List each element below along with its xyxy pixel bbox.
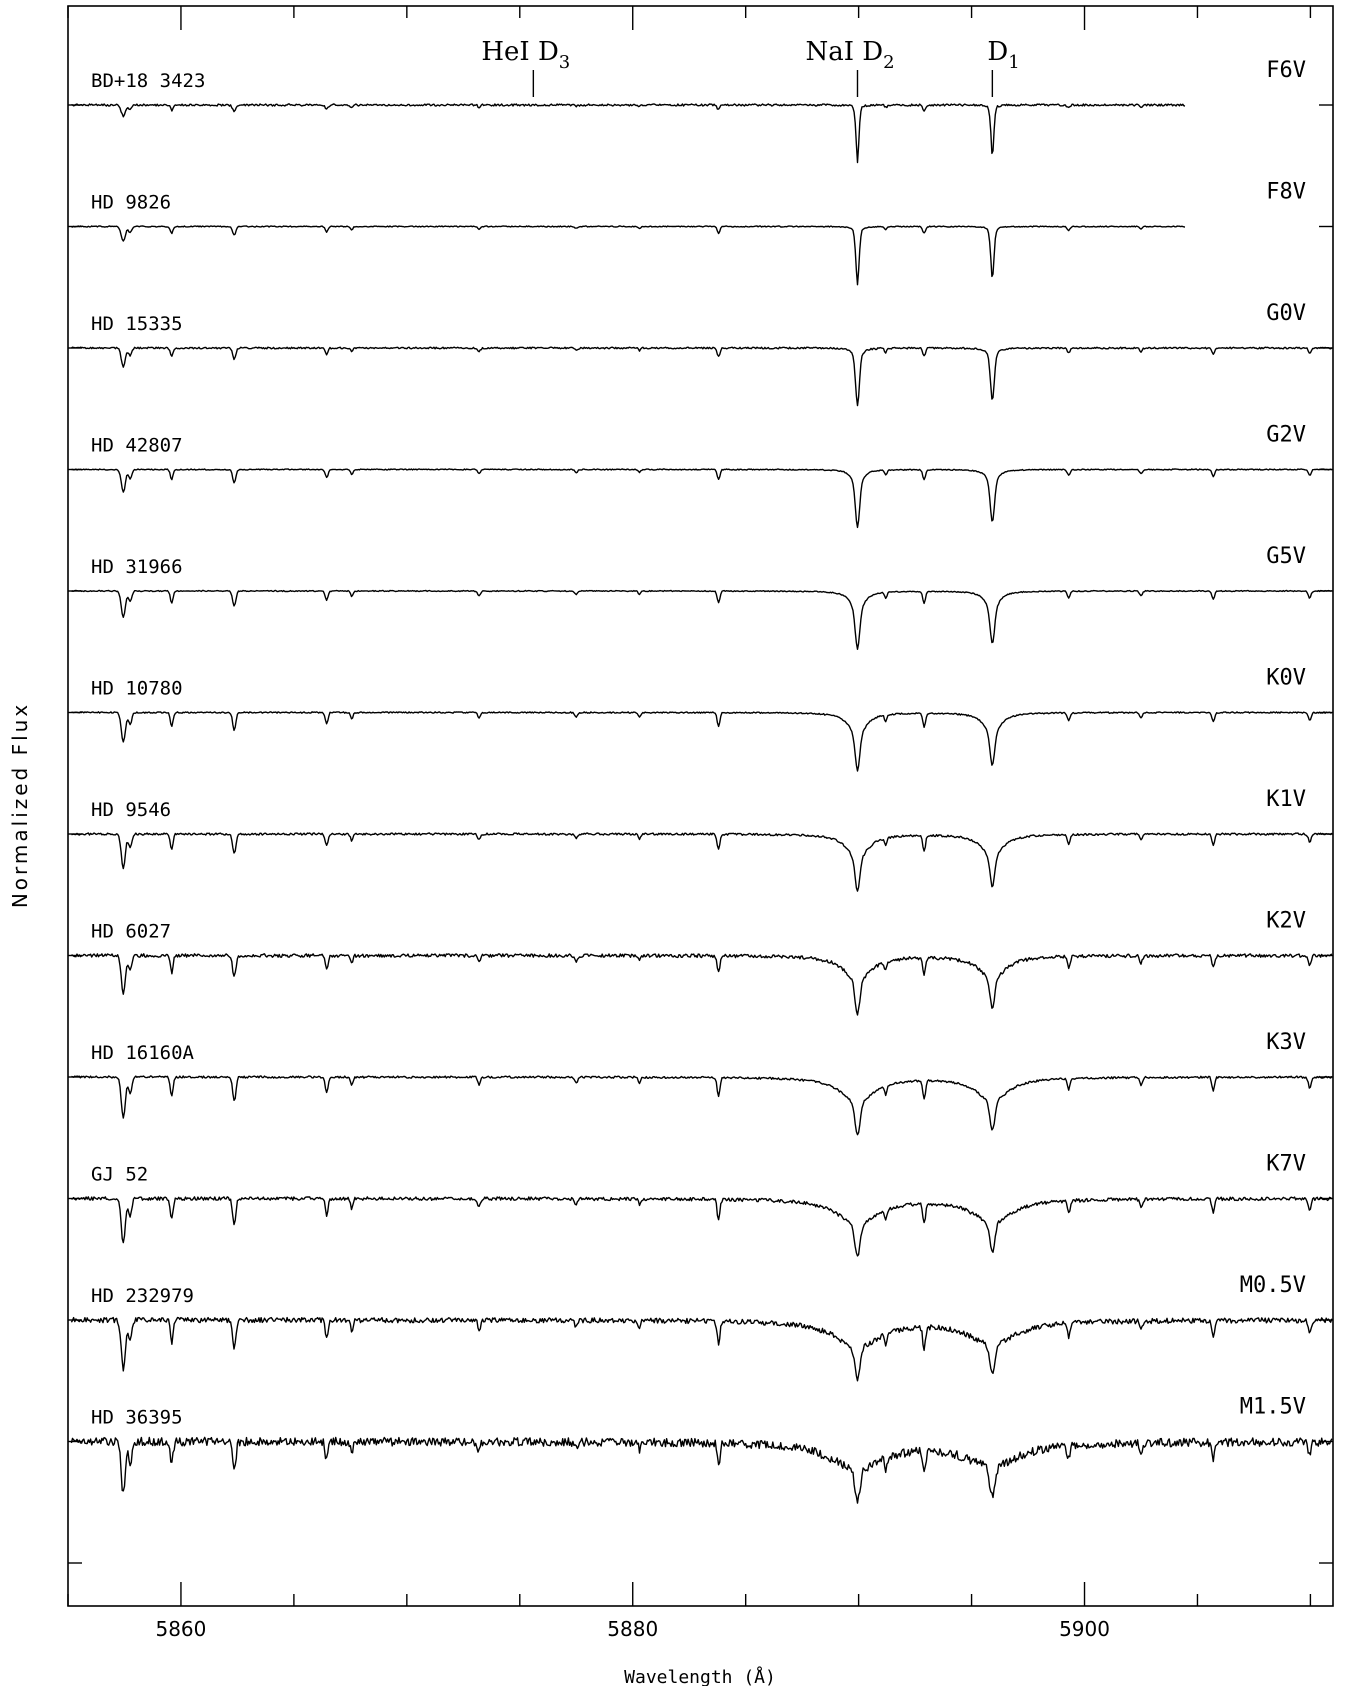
spectral-type-label: F8V <box>1266 180 1306 205</box>
spectral-type-label: M0.5V <box>1240 1273 1306 1298</box>
star-name-label: HD 9546 <box>91 799 171 821</box>
spectrum-line <box>71 711 1333 772</box>
spectral-type-label: K2V <box>1266 909 1306 934</box>
line-marker-name: NaI <box>805 37 854 67</box>
spectrum-line <box>71 103 1186 164</box>
star-name-label: HD 16160A <box>91 1042 195 1064</box>
x-axis-label: Wavelength (Å) <box>624 1666 776 1686</box>
line-marker-d: D <box>538 37 559 67</box>
x-tick-label: 5880 <box>607 1617 658 1641</box>
line-marker-subscript: 1 <box>1008 52 1019 73</box>
star-name-label: BD+18 3423 <box>91 70 205 92</box>
spectrum-line <box>71 589 1333 650</box>
y-axis-label: Normalized Flux <box>8 702 32 908</box>
x-tick-label: 5900 <box>1059 1617 1110 1641</box>
line-markers: HeI D3 NaI D2 D1 <box>481 37 1020 97</box>
spectrum-line <box>71 1196 1333 1257</box>
spectral-type-label: G5V <box>1266 544 1306 569</box>
spectra-series: BD+18 3423 F6V HD 9826 F8V HD 15335 G0V HD 428… <box>70 58 1333 1504</box>
line-marker-label: D1 <box>987 37 1019 73</box>
spectrum-line <box>71 832 1333 892</box>
star-name-label: GJ 52 <box>91 1164 148 1186</box>
spectrum-line <box>71 468 1333 529</box>
line-marker-name: HeI <box>481 37 529 67</box>
spectrum-line <box>70 1436 1333 1504</box>
spectral-type-label: G0V <box>1266 301 1306 326</box>
line-marker-d: D <box>987 37 1008 67</box>
spectral-type-label: K1V <box>1266 787 1306 812</box>
star-name-label: HD 36395 <box>91 1407 183 1429</box>
spectral-type-label: M1.5V <box>1240 1395 1306 1420</box>
star-name-label: HD 42807 <box>91 435 183 457</box>
spectrum-line <box>71 953 1333 1016</box>
star-name-label: HD 15335 <box>91 313 183 335</box>
star-name-label: HD 232979 <box>91 1285 194 1307</box>
line-marker-subscript: 2 <box>883 52 894 73</box>
star-name-label: HD 10780 <box>91 678 183 700</box>
line-marker-label: NaI D2 <box>805 37 894 73</box>
spectral-type-label: K0V <box>1266 666 1306 691</box>
line-marker-d: D <box>862 37 883 67</box>
plot-frame <box>67 5 1334 1607</box>
spectrum-line <box>70 1316 1333 1382</box>
star-name-label: HD 31966 <box>91 556 183 578</box>
spectral-type-label: K3V <box>1266 1030 1306 1055</box>
spectrum-line <box>71 225 1186 286</box>
star-name-label: HD 9826 <box>91 192 171 214</box>
spectrum-line <box>70 346 1333 407</box>
spectral-type-label: G2V <box>1266 423 1306 448</box>
spectral-type-label: F6V <box>1266 58 1306 83</box>
line-marker-label: HeI D3 <box>481 37 570 73</box>
spectral-type-label: K7V <box>1266 1152 1306 1177</box>
line-marker-subscript: 3 <box>559 52 570 73</box>
x-tick-label: 5860 <box>155 1617 206 1641</box>
spectrum-line <box>71 1075 1333 1136</box>
star-name-label: HD 6027 <box>91 921 171 943</box>
axis-ticks: 5860 5880 5900 <box>67 6 1333 1641</box>
